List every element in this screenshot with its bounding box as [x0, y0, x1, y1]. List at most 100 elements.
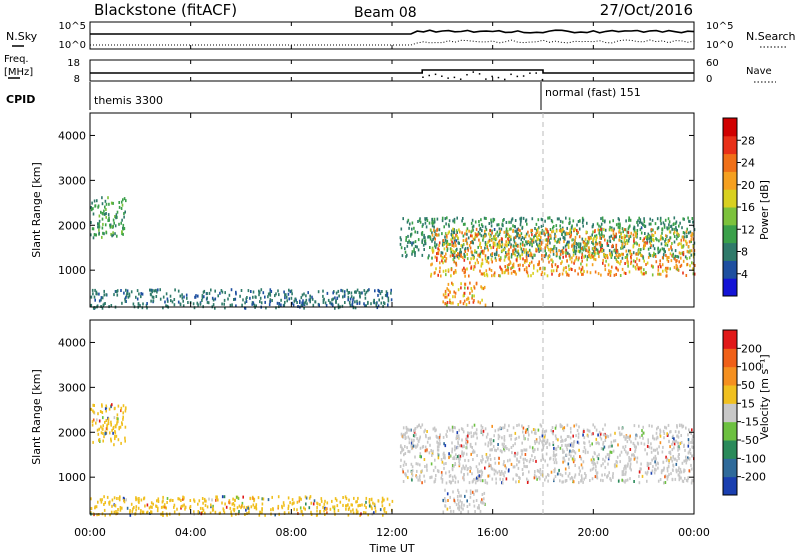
range-cell — [650, 237, 652, 241]
range-cell — [563, 459, 566, 463]
range-cell — [666, 226, 668, 230]
range-cell — [630, 468, 632, 472]
range-cell — [540, 473, 542, 477]
range-cell — [307, 291, 309, 295]
range-cell — [122, 404, 125, 408]
range-cell — [613, 273, 616, 277]
range-cell — [594, 234, 596, 238]
range-cell — [121, 203, 124, 207]
range-cell — [465, 464, 467, 468]
range-cell — [517, 232, 519, 236]
range-cell — [109, 223, 111, 227]
range-cell — [545, 452, 548, 456]
range-cell — [452, 301, 454, 305]
range-cell — [364, 296, 367, 300]
range-cell — [532, 240, 535, 244]
range-cell — [99, 410, 102, 413]
range-cell — [232, 497, 234, 501]
range-cell — [521, 424, 523, 428]
range-cell — [667, 217, 670, 221]
range-cell — [97, 225, 99, 229]
range-cell — [162, 505, 165, 509]
range-cell — [510, 437, 512, 441]
range-cell — [522, 247, 525, 251]
range-cell — [680, 238, 683, 242]
range-cell — [630, 260, 633, 264]
range-cell — [480, 285, 482, 289]
range-cell — [490, 437, 492, 441]
range-cell — [663, 432, 666, 435]
range-cell — [434, 465, 437, 469]
range-cell — [445, 433, 447, 437]
range-cell — [640, 462, 642, 466]
range-cell — [469, 281, 471, 285]
range-cell — [340, 288, 342, 292]
range-cell — [675, 228, 677, 231]
range-cell — [440, 476, 443, 480]
range-cell — [682, 424, 685, 428]
range-cell — [431, 233, 434, 237]
range-cell — [432, 469, 435, 473]
range-cell — [482, 287, 485, 291]
range-cell — [488, 462, 490, 466]
range-cell — [547, 216, 549, 220]
range-cell — [597, 441, 599, 445]
range-cell — [368, 498, 371, 501]
range-cell — [504, 265, 506, 268]
range-cell — [602, 441, 605, 444]
range-cell — [579, 245, 582, 249]
range-cell — [546, 446, 548, 449]
range-cell — [588, 440, 591, 444]
range-cell — [633, 239, 635, 243]
range-cell — [103, 302, 105, 306]
range-cell — [506, 265, 509, 269]
range-cell — [658, 272, 661, 276]
range-cell — [440, 274, 442, 278]
range-cell — [657, 272, 659, 276]
range-cell — [574, 227, 576, 231]
range-cell — [116, 234, 118, 238]
range-cell — [309, 300, 311, 304]
range-cell — [625, 479, 627, 483]
range-cell — [577, 272, 579, 276]
range-cell — [515, 272, 517, 276]
range-cell — [625, 249, 628, 253]
range-cell — [290, 289, 293, 293]
range-cell — [402, 463, 405, 467]
range-cell — [410, 233, 412, 237]
range-cell — [224, 502, 226, 506]
range-cell — [442, 498, 444, 502]
range-cell — [540, 273, 543, 277]
range-cell — [589, 479, 591, 482]
range-cell — [261, 507, 263, 511]
range-cell — [504, 255, 506, 259]
range-cell — [480, 246, 482, 249]
range-cell — [571, 444, 573, 448]
range-cell — [648, 424, 651, 428]
range-cell — [115, 434, 118, 438]
range-cell — [176, 507, 178, 511]
range-cell — [461, 445, 464, 449]
range-cell — [525, 232, 528, 236]
range-cell — [488, 267, 491, 271]
range-cell — [595, 234, 598, 238]
range-cell — [655, 463, 657, 467]
range-cell — [523, 448, 525, 452]
range-cell — [619, 224, 621, 228]
range-cell — [119, 508, 122, 512]
range-cell — [485, 217, 487, 220]
range-cell — [626, 260, 628, 264]
range-cell — [594, 475, 597, 479]
range-cell — [502, 426, 504, 430]
range-cell — [508, 468, 510, 472]
range-cell — [457, 303, 459, 306]
range-cell — [301, 301, 303, 305]
range-cell — [102, 427, 104, 431]
range-cell — [676, 231, 678, 235]
range-cell — [503, 442, 505, 446]
range-cell — [520, 216, 523, 220]
range-cell — [621, 256, 624, 260]
range-cell — [223, 298, 226, 302]
range-cell — [156, 499, 158, 503]
range-cell — [406, 244, 409, 248]
